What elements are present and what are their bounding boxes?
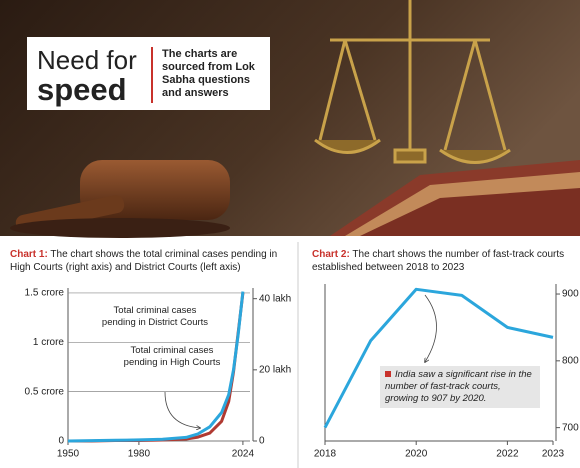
chart-description: The chart shows the number of fast-track…	[312, 249, 565, 273]
y-tick-label: 0	[58, 436, 64, 447]
x-tick-label: 2018	[314, 449, 337, 460]
x-tick-label: 2020	[405, 449, 428, 460]
chart-description: The chart shows the total criminal cases…	[10, 249, 278, 273]
x-tick-label: 1980	[128, 449, 151, 460]
y2-tick-label: 40 lakh	[259, 293, 291, 304]
y-tick-label: 900	[562, 289, 579, 300]
chart-title: Chart 1: The chart shows the total crimi…	[10, 248, 290, 274]
chart-label: Chart 1:	[10, 249, 48, 260]
x-tick-label: 2023	[542, 449, 565, 460]
y-tick-label: 1 crore	[33, 337, 65, 348]
y-tick-label: 700	[562, 422, 579, 433]
annotation: India saw a significant rise in the numb…	[385, 369, 532, 404]
y-tick-label: 0.5 crore	[25, 386, 65, 397]
annotation-marker	[385, 371, 391, 377]
series-label: Total criminal cases pending in District…	[101, 305, 209, 328]
header-box	[27, 37, 270, 110]
y2-tick-label: 20 lakh	[259, 364, 291, 375]
chart-title: Chart 2: The chart shows the number of f…	[312, 248, 574, 274]
x-tick-label: 2022	[496, 449, 519, 460]
chart-label: Chart 2:	[312, 249, 350, 260]
y2-tick-label: 0	[259, 436, 265, 447]
y-tick-label: 800	[562, 355, 579, 366]
x-tick-label: 1950	[57, 449, 80, 460]
scales	[314, 0, 511, 164]
series-line	[67, 291, 245, 443]
books	[330, 160, 580, 236]
header-title: Need for	[37, 45, 137, 75]
header-title: speed	[37, 72, 127, 107]
header-subtitle: The charts are sourced from Lok Sabha qu…	[162, 48, 255, 99]
annotation-box: India saw a significant rise in the numb…	[380, 366, 540, 408]
annotation-arrow	[164, 391, 200, 428]
series-line	[323, 287, 554, 429]
y-tick-label: 1.5 crore	[25, 288, 65, 299]
annotation-arrow	[425, 294, 437, 362]
gavel	[10, 160, 230, 238]
series-label: Total criminal cases pending in High Cou…	[123, 345, 221, 368]
x-tick-label: 2024	[232, 449, 255, 460]
